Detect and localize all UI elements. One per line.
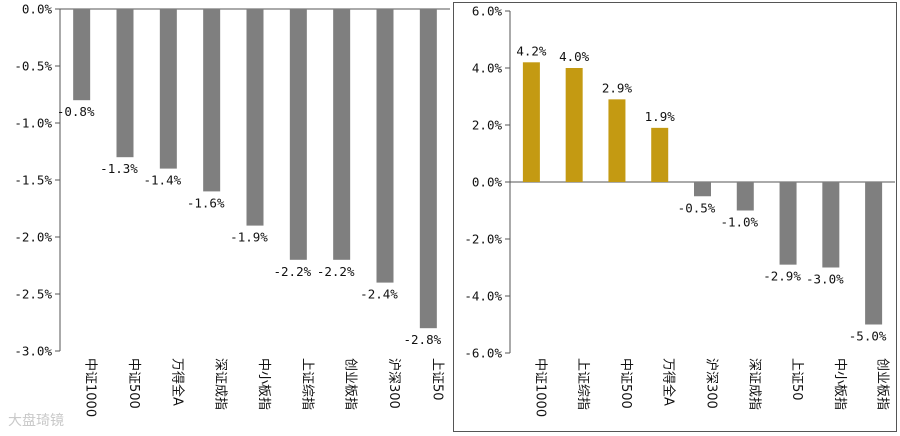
data-label: -2.2% [274, 264, 312, 279]
x-category-label: 深证成指 [746, 358, 761, 410]
data-label: 2.9% [602, 80, 633, 95]
data-label: -1.0% [720, 215, 758, 230]
data-label: -2.9% [763, 269, 801, 284]
x-category-label: 沪深300 [386, 358, 402, 409]
bar [736, 182, 754, 211]
bar [73, 9, 91, 101]
bar [203, 9, 221, 192]
bar [419, 9, 437, 329]
watermark-text: 大盘琦镜 [8, 413, 64, 429]
data-label: -2.2% [317, 264, 355, 279]
right-bar-chart: 6.0% 4.0% 2.0% 0.0% -2.0% -4.0% -6.0% 4.2% 中证100… [464, 4, 895, 417]
x-category-label: 上证综指 [575, 358, 590, 410]
bar [246, 9, 264, 226]
data-label: -1.9% [230, 230, 268, 245]
y-tick-label: -2.5% [14, 287, 52, 302]
bar [289, 9, 307, 260]
y-tick-label: 0.0% [22, 2, 53, 17]
bar [116, 9, 134, 158]
bar [651, 127, 669, 182]
bar [565, 68, 583, 182]
y-tick-label: -6.0% [464, 346, 502, 361]
x-category-label: 中证500 [618, 358, 633, 409]
x-category-label: 上证50 [789, 358, 804, 401]
data-label: -1.3% [100, 161, 138, 176]
x-category-label: 创业板指 [875, 358, 890, 410]
y-tick-label: -4.0% [464, 289, 502, 304]
x-category-label: 中小板指 [256, 358, 271, 410]
y-tick-label: -2.0% [14, 230, 52, 245]
data-label: -1.6% [187, 195, 225, 210]
bar [779, 182, 797, 265]
x-category-label: 上证综指 [299, 358, 314, 410]
bar [608, 99, 626, 182]
left-bar-chart: 0.0% -0.5% -1.0% -1.5% -2.0% -2.5% -3.0% -0.8% 中… [14, 2, 450, 417]
y-tick-label: -1.0% [14, 116, 52, 131]
data-label: -5.0% [849, 329, 887, 344]
data-label: 4.0% [559, 49, 590, 64]
x-category-label: 创业板指 [343, 358, 358, 410]
bar [822, 182, 840, 268]
y-tick-label: 6.0% [472, 4, 503, 19]
y-tick-label: -2.0% [464, 232, 502, 247]
x-category-label: 中小板指 [832, 358, 847, 410]
x-category-label: 沪深300 [704, 358, 720, 409]
y-tick-label: 2.0% [472, 118, 503, 133]
y-tick-label: -0.5% [14, 59, 52, 74]
x-category-label: 上证50 [429, 358, 444, 401]
data-label: 1.9% [645, 109, 676, 124]
data-label: -0.5% [678, 200, 716, 215]
x-category-label: 深证成指 [213, 358, 228, 410]
bar [333, 9, 351, 260]
x-category-label: 中证500 [126, 358, 141, 409]
y-tick-label: -3.0% [14, 344, 52, 359]
data-label: 4.2% [516, 43, 547, 58]
data-label: -0.8% [57, 104, 95, 119]
x-category-label: 中证1000 [83, 358, 98, 417]
data-label: -1.4% [144, 173, 182, 188]
bar [694, 182, 711, 197]
y-tick-label: 0.0% [472, 175, 503, 190]
bar [522, 62, 540, 182]
data-label: -2.4% [360, 287, 398, 302]
y-tick-label: 4.0% [472, 61, 503, 76]
x-category-label: 中证1000 [532, 358, 547, 417]
x-category-label: 万得全A [661, 358, 677, 406]
bar [376, 9, 394, 283]
x-category-label: 万得全A [169, 358, 185, 406]
y-tick-label: -1.5% [14, 173, 52, 188]
bar [865, 182, 883, 325]
bar [159, 9, 177, 169]
data-label: -3.0% [806, 272, 844, 287]
data-label: -2.8% [404, 332, 442, 347]
